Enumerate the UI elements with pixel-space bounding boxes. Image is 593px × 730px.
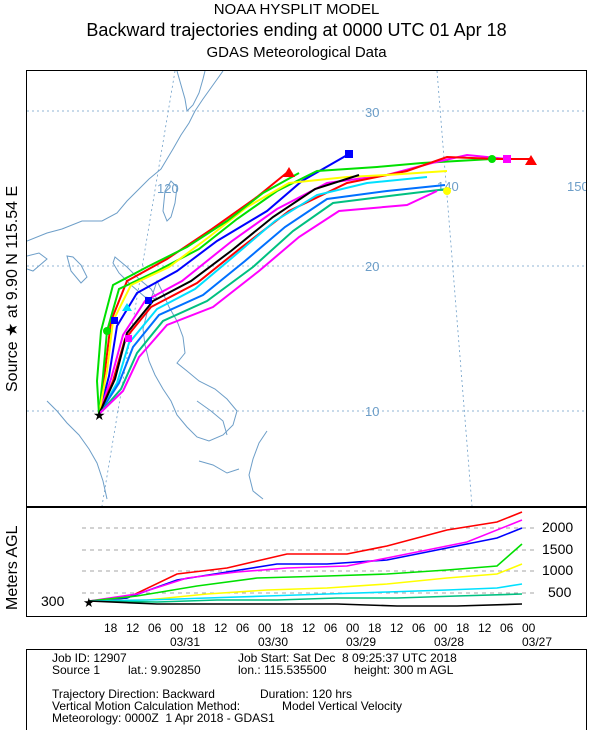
hour-tick-label: 12 — [390, 621, 404, 635]
source-id: Source 1 — [52, 663, 101, 677]
hour-tick-label: 00 — [434, 621, 448, 635]
date-tick-label: 03/31 — [170, 635, 201, 649]
level-label-2000: 2000 — [542, 519, 573, 535]
footer-box — [26, 649, 587, 730]
hour-tick-label: 12 — [214, 621, 228, 635]
coastline — [26, 70, 268, 500]
lon-label-120: 120 — [157, 181, 179, 196]
level-label-1000: 1000 — [542, 562, 573, 578]
hour-tick-label: 12 — [302, 621, 316, 635]
hour-tick-label: 18 — [456, 621, 470, 635]
trajectory-markers — [103, 150, 537, 342]
date-tick-label: 03/29 — [346, 635, 377, 649]
lat-label-30: 30 — [365, 105, 379, 120]
hour-tick-label: 18 — [104, 621, 118, 635]
date-tick-label: 03/30 — [258, 635, 289, 649]
map-svg: 30 20 10 120 140 150 — [26, 70, 589, 507]
source-location-label: Source ★ at 9.90 N 115.54 E — [4, 185, 21, 392]
height-start-star: ★ — [83, 595, 95, 610]
height-axis-label: Meters AGL — [4, 525, 21, 610]
job-start: Job Start: Sat Dec 8 09:25:37 UTC 2018 — [238, 651, 457, 665]
lat-label-20: 20 — [365, 259, 379, 274]
hour-tick-label: 00 — [258, 621, 272, 635]
height-panel: ★ 2000 1500 1000 500 — [26, 507, 587, 617]
level-label-500: 500 — [548, 584, 572, 600]
trajectory-duration: Duration: 120 hrs — [260, 687, 353, 701]
source-height: height: 300 m AGL — [354, 663, 454, 677]
map-panel: 30 20 10 120 140 150 — [26, 70, 589, 507]
date-tick-label: 03/28 — [434, 635, 465, 649]
hour-tick-label: 18 — [368, 621, 382, 635]
hour-tick-label: 00 — [346, 621, 360, 635]
hour-tick-label: 06 — [324, 621, 338, 635]
hour-tick-label: 12 — [126, 621, 140, 635]
hour-tick-label: 12 — [478, 621, 492, 635]
graticule — [27, 70, 586, 507]
hour-tick-label: 00 — [170, 621, 184, 635]
hour-tick-label: 06 — [500, 621, 514, 635]
vertical-method-value: Model Vertical Velocity — [282, 699, 403, 713]
hour-tick-label: 06 — [148, 621, 162, 635]
height-svg: ★ 2000 1500 1000 500 — [82, 511, 573, 610]
source-star: ★ — [93, 407, 106, 423]
vertical-method: Vertical Motion Calculation Method: — [52, 699, 241, 713]
source-lon: lon.: 115.535500 — [238, 663, 327, 677]
trajectory-title: Backward trajectories ending at 0000 UTC… — [86, 20, 507, 40]
time-axis: 18 12 06 00 18 12 06 00 18 12 06 00 18 12 06 00 18 12 06 00… — [26, 617, 587, 649]
job-id: Job ID: 12907 — [52, 651, 127, 665]
date-tick-label: 03/27 — [522, 635, 553, 649]
hour-tick-label: 00 — [522, 621, 536, 635]
source-lat: lat.: 9.902850 — [128, 663, 201, 677]
meteorology-info: Meteorology: 0000Z 1 Apr 2018 - GDAS1 — [52, 711, 275, 725]
trajectory-lines — [95, 153, 532, 415]
hour-tick-label: 06 — [412, 621, 426, 635]
trajectory-direction: Trajectory Direction: Backward — [52, 687, 215, 701]
level-label-1500: 1500 — [542, 541, 573, 557]
model-title: NOAA HYSPLIT MODEL — [213, 1, 380, 18]
lon-label-150: 150 — [567, 179, 586, 194]
date-labels: 03/31 03/30 03/29 03/28 03/27 — [26, 635, 587, 649]
meteorology-title: GDAS Meteorological Data — [206, 44, 387, 61]
start-height-label: 300 — [41, 593, 65, 609]
hour-tick-label: 06 — [236, 621, 250, 635]
hour-labels: 18 12 06 00 18 12 06 00 18 12 06 00 18 12 06 00 18 12 06 00 — [26, 621, 587, 635]
hour-tick-label: 18 — [280, 621, 294, 635]
lat-label-10: 10 — [365, 404, 379, 419]
hour-tick-label: 18 — [192, 621, 206, 635]
